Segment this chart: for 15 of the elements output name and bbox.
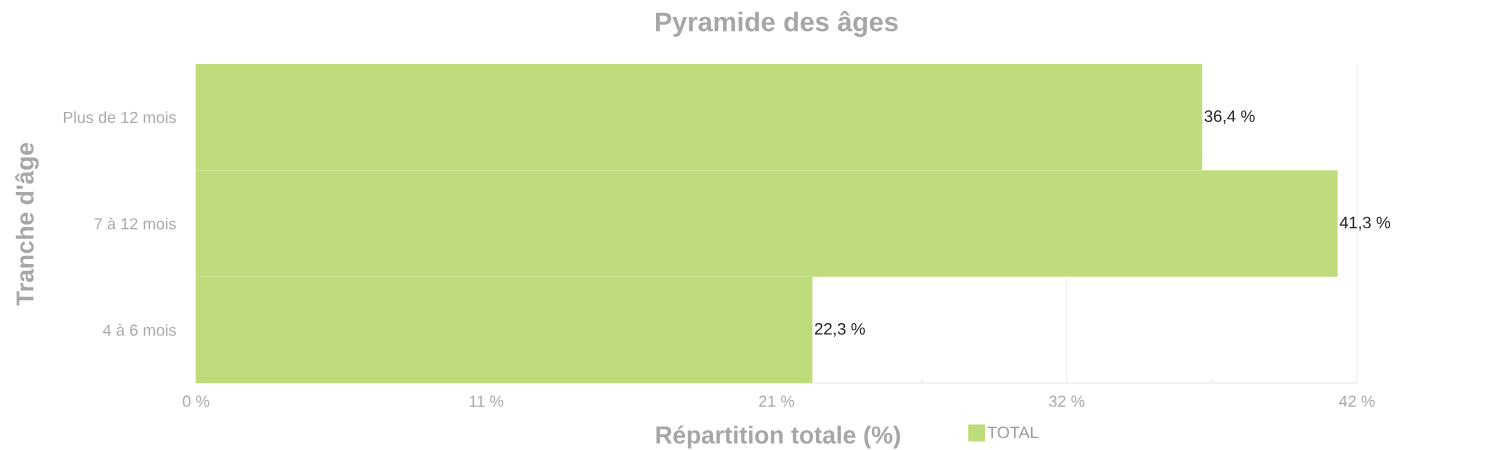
- x-tick-label: 32 %: [1049, 395, 1085, 407]
- x-tick-label: 21 %: [759, 395, 795, 407]
- chart-title: Pyramide des âges: [655, 11, 898, 37]
- data-label: 41,3 %: [1339, 216, 1391, 231]
- x-tick-label: 0 %: [182, 395, 210, 407]
- legend-label: TOTAL: [987, 426, 1039, 439]
- y-tick-label: 7 à 12 mois: [94, 217, 176, 230]
- data-label: 36,4 %: [1204, 110, 1255, 124]
- y-tick-label: Plus de 12 mois: [63, 111, 176, 124]
- x-tick-label: 42 %: [1339, 395, 1375, 407]
- x-axis-title: Répartition totale (%): [656, 425, 900, 449]
- y-axis-title: Tranche d'âge: [15, 142, 39, 306]
- data-label: 22,3 %: [814, 323, 865, 337]
- y-tick-label: 4 à 6 mois: [103, 323, 176, 336]
- x-tick-label: 11 %: [469, 395, 504, 407]
